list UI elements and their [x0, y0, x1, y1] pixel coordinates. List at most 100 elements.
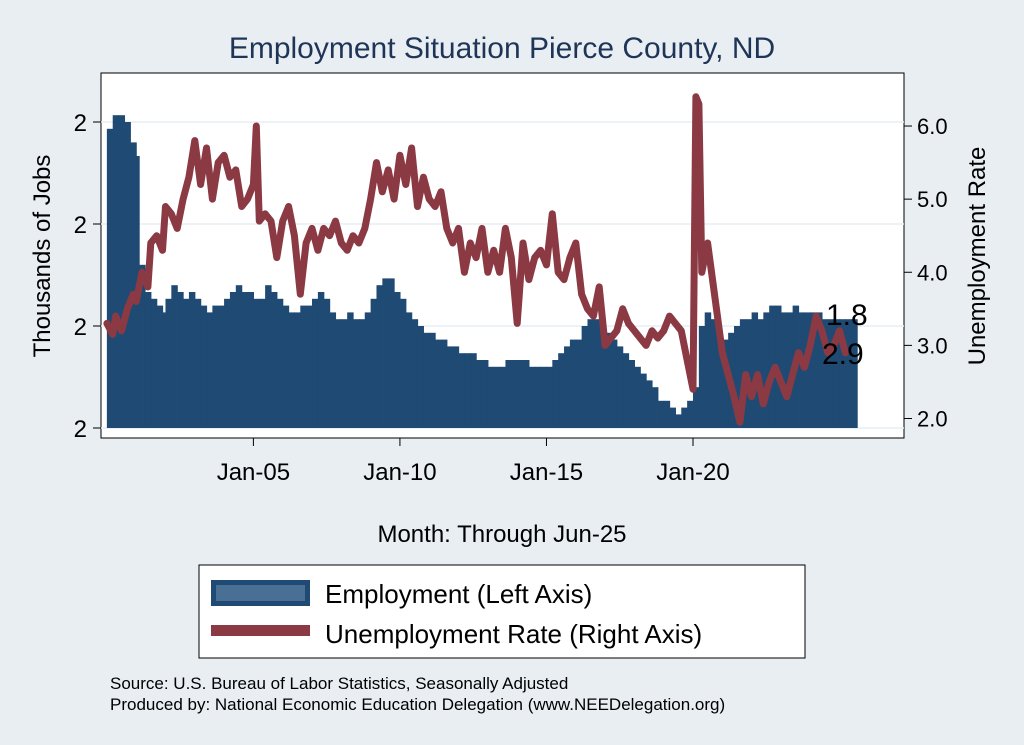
x-tick-label: Jan-05 — [217, 459, 290, 486]
employment-bar — [458, 353, 466, 428]
employment-bar — [605, 332, 612, 428]
employment-bar — [616, 346, 624, 428]
employment-bar — [640, 373, 647, 428]
employment-bar — [139, 264, 146, 428]
left-tick-label: 2 — [74, 212, 87, 239]
employment-bar — [317, 292, 325, 428]
employment-bar — [845, 319, 852, 428]
employment-bar — [341, 319, 348, 428]
employment-bar — [118, 115, 126, 428]
employment-bar — [300, 305, 307, 428]
employment-bar — [394, 292, 401, 428]
employment-bar — [751, 312, 759, 428]
employment-bar — [558, 353, 565, 428]
employment-bar — [440, 339, 448, 428]
employment-bar — [435, 339, 442, 428]
legend-label-employment: Employment (Left Axis) — [325, 579, 592, 609]
employment-bar — [282, 305, 290, 428]
legend-swatch-unemployment — [211, 625, 310, 636]
footer-source: Source: U.S. Bureau of Labor Statistics,… — [110, 674, 568, 693]
employment-bar — [734, 326, 741, 428]
employment-end-label: 1.8 — [826, 299, 868, 332]
employment-bar — [224, 298, 231, 428]
employment-bar — [423, 332, 430, 428]
employment-bar — [411, 319, 419, 428]
employment-bar — [188, 292, 196, 428]
employment-bar — [523, 360, 530, 428]
employment-bar — [106, 128, 114, 429]
employment-bar — [376, 285, 383, 428]
x-axis-label: Month: Through Jun-25 — [377, 521, 626, 548]
left-axis: 2 2 2 2 — [74, 110, 101, 443]
employment-bar — [347, 312, 354, 428]
employment-bar — [505, 360, 512, 428]
employment-bar — [171, 285, 178, 428]
employment-bar — [294, 312, 301, 428]
employment-bar — [851, 319, 858, 428]
left-axis-label: Thousands of Jobs — [29, 155, 56, 358]
employment-bar — [405, 312, 413, 428]
right-tick-label: 4.0 — [917, 260, 948, 285]
employment-bar — [276, 298, 284, 428]
legend: Employment (Left Axis) Unemployment Rate… — [198, 564, 806, 659]
x-tick-label: Jan-20 — [656, 459, 729, 486]
right-tick-label: 6.0 — [917, 114, 948, 139]
employment-bar — [259, 298, 266, 428]
employment-bar — [156, 305, 164, 428]
employment-bar — [528, 366, 536, 428]
employment-bar — [810, 312, 817, 428]
employment-bar — [323, 298, 331, 428]
legend-swatch-employment-inner — [216, 585, 305, 601]
employment-bar — [481, 360, 489, 428]
employment-bar — [370, 298, 378, 428]
employment-bar — [265, 285, 272, 428]
employment-bar — [517, 360, 524, 428]
right-tick-label: 2.0 — [917, 406, 948, 431]
employment-bar — [353, 319, 360, 428]
employment-bar — [177, 292, 184, 428]
employment-bar — [716, 332, 723, 428]
employment-bar — [194, 298, 202, 428]
legend-label-unemployment: Unemployment Rate (Right Axis) — [325, 619, 702, 649]
employment-bar — [634, 366, 641, 428]
employment-bar — [669, 407, 677, 428]
employment-bar — [575, 339, 583, 428]
employment-bar — [657, 400, 665, 428]
employment-bar — [704, 312, 712, 428]
employment-bar — [253, 298, 260, 428]
employment-bar — [581, 326, 589, 428]
employment-bar — [710, 319, 718, 428]
employment-bar — [476, 360, 483, 428]
employment-bar — [399, 298, 407, 428]
left-tick-label: 2 — [74, 110, 87, 137]
employment-bar — [546, 366, 553, 428]
employment-bar — [499, 366, 507, 428]
employment-bar — [493, 366, 501, 428]
footer-producer: Produced by: National Economic Education… — [110, 695, 725, 714]
employment-bar — [241, 292, 249, 428]
employment-bar — [687, 400, 694, 428]
employment-bar — [364, 312, 372, 428]
employment-bar — [446, 346, 454, 428]
employment-bar — [698, 326, 706, 428]
left-tick-label: 2 — [74, 314, 87, 341]
employment-bar — [593, 319, 600, 428]
unemployment-line — [103, 93, 849, 426]
employment-bar — [270, 292, 278, 428]
x-tick-label: Jan-10 — [363, 459, 436, 486]
employment-bar — [646, 380, 653, 428]
employment-bar — [144, 292, 152, 428]
employment-bar — [150, 298, 158, 428]
employment-bar — [798, 312, 805, 428]
employment-bar — [229, 292, 237, 428]
employment-bar — [564, 346, 571, 428]
employment-bar — [569, 339, 577, 428]
x-tick-label: Jan-15 — [510, 459, 583, 486]
employment-bar — [675, 414, 682, 428]
employment-bar — [534, 366, 542, 428]
employment-bar — [130, 142, 137, 428]
employment-bar — [452, 346, 460, 428]
employment-bar — [165, 298, 172, 428]
employment-bar — [681, 407, 688, 428]
